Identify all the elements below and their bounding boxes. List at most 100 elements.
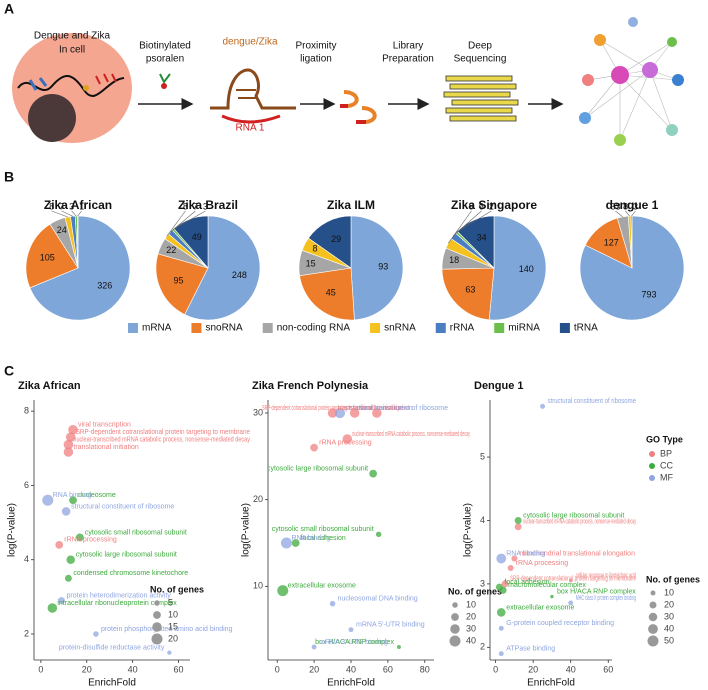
leader-line bbox=[615, 210, 623, 218]
leader-line bbox=[173, 210, 206, 230]
point-label: mRNA 5'-UTR binding bbox=[356, 622, 425, 629]
point bbox=[514, 523, 522, 531]
y-tick-label: 4 bbox=[24, 554, 29, 564]
pie-slice bbox=[308, 215, 352, 269]
legend-swatch bbox=[370, 323, 381, 333]
point-label: structural constituent of ribosome bbox=[71, 503, 174, 510]
size-legend-label: 40 bbox=[466, 635, 476, 645]
legend-label: MF bbox=[660, 472, 673, 482]
point bbox=[291, 539, 300, 547]
point bbox=[568, 578, 573, 583]
point bbox=[349, 408, 360, 418]
pie-slice bbox=[184, 215, 261, 321]
panel-label: B bbox=[4, 169, 14, 185]
x-tick-label: 20 bbox=[309, 664, 319, 674]
pie-value-label: 95 bbox=[173, 275, 183, 285]
pie-value-label: 7 bbox=[193, 201, 198, 211]
leader-line bbox=[453, 210, 482, 236]
size-legend-dot bbox=[650, 590, 656, 596]
point bbox=[375, 531, 382, 538]
read bbox=[445, 107, 513, 114]
pie-title: Zika Singapore bbox=[451, 198, 537, 212]
size-legend-label: 20 bbox=[466, 611, 476, 621]
pie-value-label: 326 bbox=[97, 280, 112, 290]
size-legend-label: 10 bbox=[168, 609, 178, 619]
pie-slice bbox=[155, 253, 209, 315]
point bbox=[42, 494, 54, 506]
point bbox=[514, 517, 522, 524]
x-tick-label: 20 bbox=[82, 664, 92, 674]
legend-dot bbox=[649, 475, 655, 481]
y-tick-label: 6 bbox=[24, 480, 29, 490]
size-legend-dot bbox=[151, 633, 163, 645]
y-tick-label: 20 bbox=[253, 494, 263, 504]
pie-title: dengue 1 bbox=[606, 198, 659, 212]
rna-mark bbox=[83, 85, 89, 91]
point bbox=[511, 555, 518, 562]
x-tick-label: 40 bbox=[566, 664, 576, 674]
point-label: extracellular exosome bbox=[506, 604, 574, 611]
rna-mark bbox=[28, 77, 48, 91]
cell-label: In cell bbox=[59, 45, 85, 56]
point-label: RNA binding bbox=[53, 492, 92, 499]
point bbox=[499, 586, 507, 594]
point bbox=[55, 540, 64, 549]
pie-value-label: 45 bbox=[326, 287, 336, 297]
pie-value-label: 3 bbox=[633, 201, 638, 211]
network bbox=[579, 17, 684, 146]
point bbox=[310, 443, 319, 452]
point bbox=[277, 585, 289, 597]
point bbox=[63, 447, 74, 457]
step-label: Preparation bbox=[382, 54, 434, 65]
psoralen-icon bbox=[159, 73, 171, 84]
cell-label: Dengue and Zika bbox=[34, 31, 111, 42]
y-tick-label: 4 bbox=[480, 515, 485, 525]
pie-title: Zika Brazil bbox=[178, 198, 238, 212]
legend-label: BP bbox=[660, 448, 672, 458]
y-tick-label: 5 bbox=[480, 451, 485, 461]
read bbox=[443, 91, 511, 98]
pie-slice bbox=[25, 223, 79, 289]
point-label: RNA binding bbox=[291, 535, 330, 542]
pie-value-label: 34 bbox=[477, 233, 487, 243]
rna-structure bbox=[221, 114, 281, 124]
legend-swatch bbox=[494, 323, 505, 333]
pie-value-label: 24 bbox=[57, 225, 67, 235]
point-label: condensed chromosome kinetochore bbox=[73, 570, 188, 577]
point-label: structural constituent of ribosome bbox=[345, 405, 448, 412]
legend-swatch bbox=[191, 323, 202, 333]
point bbox=[65, 432, 76, 442]
point bbox=[327, 408, 338, 418]
pie-value-label: 8 bbox=[313, 244, 318, 254]
x-tick-label: 0 bbox=[275, 664, 280, 674]
y-tick-label: 8 bbox=[24, 406, 29, 416]
point bbox=[498, 651, 504, 657]
point-label: box H/ACA RNP complex bbox=[557, 588, 636, 595]
point-label: cytosolic small ribosomal subunit bbox=[272, 526, 374, 533]
rna-mark bbox=[95, 73, 117, 85]
pie-value-label: 15 bbox=[306, 258, 316, 268]
size-legend-title: No. of genes bbox=[448, 586, 502, 596]
point-label: focal adhesion bbox=[301, 535, 346, 542]
point bbox=[369, 469, 378, 478]
legend-label: snRNA bbox=[384, 323, 416, 334]
y-tick-label: 2 bbox=[24, 628, 29, 638]
size-legend-label: 5 bbox=[168, 597, 173, 607]
leader-line bbox=[456, 210, 492, 233]
size-legend-label: 20 bbox=[168, 633, 178, 643]
pie-value-label: 793 bbox=[642, 290, 657, 300]
legend-label: snoRNA bbox=[205, 323, 243, 334]
point-label: extracellular exosome bbox=[288, 583, 356, 590]
legend-swatch bbox=[559, 323, 570, 333]
pie-value-label: 33 bbox=[610, 201, 620, 211]
read bbox=[451, 99, 519, 106]
size-legend-label: 10 bbox=[466, 599, 476, 609]
step-label: psoralen bbox=[146, 54, 184, 65]
point bbox=[496, 553, 507, 564]
ligated-rna bbox=[343, 90, 377, 124]
point-label: cytosolic small ribosomal subunit bbox=[85, 529, 187, 536]
leader-line bbox=[625, 210, 630, 217]
size-legend-label: 50 bbox=[664, 635, 674, 645]
point-label: nuclear-transcribed mRNA catabolic proce… bbox=[352, 431, 470, 438]
virus-label: dengue/Zika bbox=[222, 37, 277, 48]
